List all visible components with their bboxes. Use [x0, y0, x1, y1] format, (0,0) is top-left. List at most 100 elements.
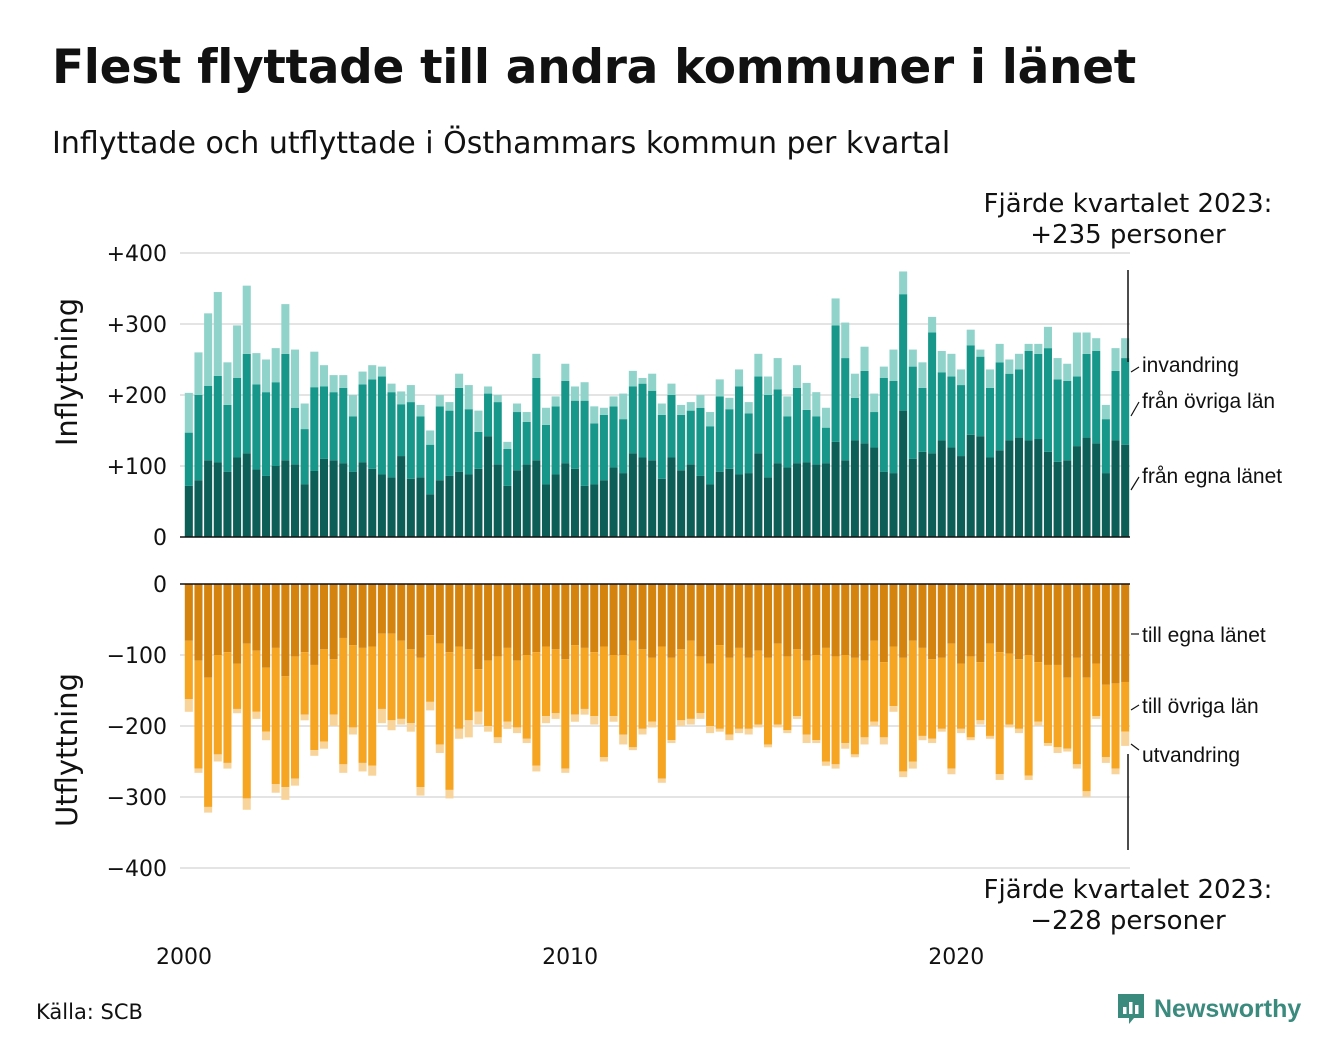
bar-fran-ovriga-lan: [783, 416, 792, 468]
bar-utvandring: [242, 798, 251, 810]
bar-fran-egna-lanet: [570, 468, 579, 537]
bar-fran-ovriga-lan: [995, 362, 1004, 451]
grid-layer: [180, 252, 1130, 869]
bar-fran-ovriga-lan: [406, 402, 415, 479]
bar-till-ovriga-lan: [262, 667, 271, 732]
bar-utvandring: [976, 720, 985, 725]
bar-fran-egna-lanet: [744, 473, 753, 537]
bar-till-ovriga-lan: [696, 656, 705, 714]
bar-till-egna-lanet: [995, 584, 1004, 653]
bar-fran-ovriga-lan: [281, 353, 290, 461]
bar-till-egna-lanet: [619, 584, 628, 655]
bar-fran-egna-lanet: [879, 471, 888, 537]
bar-till-ovriga-lan: [812, 655, 821, 741]
bar-fran-egna-lanet: [957, 456, 966, 537]
bar-till-egna-lanet: [541, 584, 551, 647]
bar-utvandring: [426, 701, 435, 711]
bar-utvandring: [416, 787, 425, 796]
bar-utvandring: [1072, 764, 1081, 769]
bar-fran-egna-lanet: [223, 471, 232, 537]
bar-till-egna-lanet: [908, 584, 917, 641]
bar-utvandring: [184, 699, 193, 712]
bar-fran-ovriga-lan: [590, 423, 599, 485]
bar-invandring: [242, 285, 251, 354]
bar-till-ovriga-lan: [1092, 663, 1101, 717]
bar-utvandring: [358, 762, 367, 772]
bar-invandring: [204, 313, 213, 386]
bar-till-egna-lanet: [1005, 584, 1014, 654]
bar-invandring: [619, 393, 628, 420]
bar-fran-ovriga-lan: [715, 396, 724, 472]
bar-fran-ovriga-lan: [735, 386, 744, 475]
bar-till-egna-lanet: [1014, 584, 1024, 660]
bar-utvandring: [860, 737, 869, 745]
bar-fran-ovriga-lan: [850, 397, 859, 441]
bar-utvandring: [899, 771, 908, 778]
bar-till-egna-lanet: [426, 584, 435, 636]
bar-invandring: [696, 395, 705, 408]
bar-till-egna-lanet: [773, 584, 782, 644]
bar-fran-ovriga-lan: [455, 387, 464, 472]
xtick-label: 2010: [542, 945, 598, 970]
bar-till-egna-lanet: [445, 584, 454, 653]
bar-till-ovriga-lan: [271, 647, 280, 785]
bar-fran-egna-lanet: [889, 473, 898, 537]
bar-fran-egna-lanet: [358, 462, 367, 537]
bar-fran-ovriga-lan: [802, 409, 811, 463]
bar-invandring: [455, 373, 464, 388]
bar-fran-egna-lanet: [725, 468, 734, 537]
bar-till-ovriga-lan: [474, 669, 483, 712]
bar-till-ovriga-lan: [1043, 664, 1052, 744]
bar-fran-ovriga-lan: [348, 416, 357, 472]
bar-invandring: [474, 410, 483, 432]
bar-till-egna-lanet: [339, 584, 348, 638]
bar-invandring: [1072, 332, 1081, 377]
bar-utvandring: [513, 727, 522, 734]
bar-till-ovriga-lan: [455, 646, 464, 729]
bar-till-ovriga-lan: [406, 649, 415, 724]
bar-invandring: [1063, 363, 1072, 381]
bar-utvandring: [233, 708, 242, 714]
bar-invandring: [551, 396, 560, 407]
bar-till-egna-lanet: [1072, 584, 1081, 658]
bar-fran-egna-lanet: [522, 464, 531, 537]
bar-invandring: [628, 370, 637, 387]
bar-fran-ovriga-lan: [570, 400, 579, 469]
bar-till-ovriga-lan: [937, 657, 946, 729]
bar-fran-ovriga-lan: [262, 392, 271, 476]
bar-fran-egna-lanet: [252, 469, 261, 537]
bar-invandring: [271, 348, 280, 383]
bar-fran-egna-lanet: [1072, 446, 1081, 537]
bar-utvandring: [802, 734, 811, 744]
bar-utvandring: [657, 778, 666, 783]
bar-fran-egna-lanet: [271, 466, 280, 537]
bar-invandring: [310, 351, 319, 388]
bar-fran-egna-lanet: [657, 478, 666, 537]
bar-fran-egna-lanet: [1101, 473, 1110, 537]
bar-fran-egna-lanet: [831, 441, 840, 537]
bar-fran-ovriga-lan: [561, 380, 570, 464]
bar-till-ovriga-lan: [879, 662, 888, 738]
bar-fran-egna-lanet: [715, 471, 724, 537]
bar-utvandring: [204, 806, 213, 813]
bar-invandring: [1121, 338, 1130, 359]
bar-invandring: [184, 392, 193, 433]
bar-fran-egna-lanet: [435, 480, 444, 537]
in-ylabel: Inflyttning: [50, 298, 84, 446]
bar-invandring: [860, 346, 869, 371]
leader-fran-egna-lanet: [1130, 476, 1140, 491]
bar-till-ovriga-lan: [319, 649, 328, 742]
bar-till-ovriga-lan: [957, 663, 966, 729]
bar-utvandring: [271, 784, 280, 793]
out-ytick-label: −400: [107, 857, 167, 882]
bar-fran-ovriga-lan: [619, 419, 628, 474]
bar-invandring: [686, 402, 695, 411]
bar-utvandring: [1111, 768, 1120, 775]
bar-invandring: [648, 373, 657, 391]
bar-utvandring: [455, 728, 464, 739]
bar-till-egna-lanet: [725, 584, 734, 658]
in-annotation-line2: +235 personer: [1030, 220, 1226, 250]
bar-fran-ovriga-lan: [1121, 358, 1130, 445]
bar-invandring: [1111, 348, 1120, 371]
